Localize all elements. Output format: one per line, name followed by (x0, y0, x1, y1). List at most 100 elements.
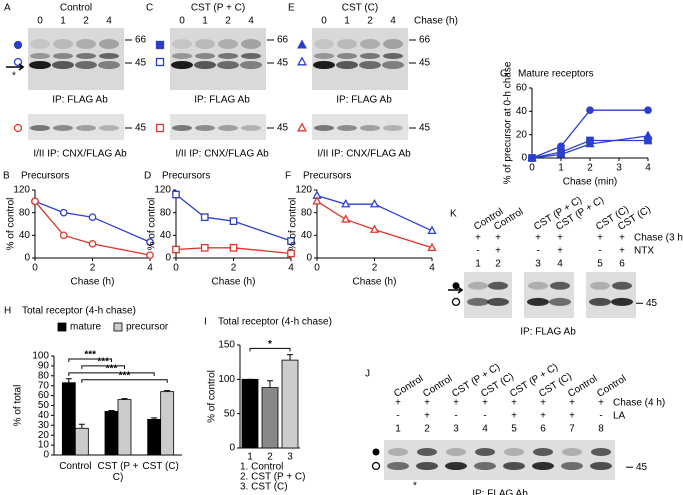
marker-triangle (297, 56, 307, 66)
sign: + (569, 398, 575, 409)
sign: + (395, 398, 401, 409)
panel-letter: H (4, 306, 11, 317)
key-item: 3. CST (C) (240, 482, 288, 493)
blot-band (590, 462, 612, 470)
blot-band (527, 297, 549, 306)
blot-band (590, 281, 610, 290)
marker-triangle (312, 196, 322, 205)
sign: + (495, 233, 501, 244)
blot-band (30, 125, 50, 131)
key-item: 2. CST (P + C) (240, 472, 305, 483)
panel-letter: G (500, 69, 508, 80)
significance-bracket (249, 347, 291, 352)
y-tick-label: 80 (38, 370, 50, 381)
blot-band (240, 61, 262, 69)
y-tick-label: 120 (295, 185, 312, 196)
lane-label: 2 (367, 16, 373, 27)
lane-number: 3 (453, 424, 459, 435)
error-bar (287, 354, 293, 361)
x-tick-label: 0 (314, 263, 320, 274)
blot-band (53, 53, 73, 59)
lane-label: 2 (83, 16, 89, 27)
marker-circle (13, 40, 23, 50)
legend-swatch (113, 322, 123, 332)
blot-band (549, 297, 571, 306)
blot-band (383, 125, 403, 131)
chart-title: Precursors (162, 171, 210, 182)
legend-label: mature (70, 322, 102, 333)
blot-band (416, 462, 438, 470)
sign: + (597, 233, 603, 244)
mw-marker: 45 (636, 462, 648, 473)
marker-square (229, 217, 238, 226)
error-bar (78, 423, 85, 429)
blot-band (195, 125, 215, 131)
sign: + (482, 398, 488, 409)
marker-triangle (556, 149, 566, 158)
marker-triangle (527, 152, 537, 162)
significance-label: * (268, 339, 272, 350)
marker-square (200, 213, 209, 222)
significance-bracket (81, 365, 125, 369)
blot-band (172, 39, 192, 49)
lane-number: 4 (557, 259, 563, 270)
mw-marker: 45 (135, 58, 147, 69)
marker-triangle (341, 214, 351, 223)
blot-band (387, 462, 409, 470)
lane-number: 5 (597, 259, 603, 270)
x-tick-label: 4 (288, 263, 294, 274)
y-tick-label: 60 (516, 83, 528, 94)
mw-marker: 45 (135, 123, 147, 134)
blot-band (359, 61, 381, 69)
x-tick-label: 2 (587, 163, 593, 174)
x-tick-label: 4 (645, 163, 651, 174)
blot-band (360, 125, 380, 131)
series-line (531, 135, 649, 159)
blot-band (533, 448, 553, 456)
blot-band (314, 39, 334, 49)
row-label: NTX (634, 246, 654, 257)
lane-label: 1 (60, 16, 66, 27)
sign: + (598, 398, 604, 409)
marker-circle (88, 213, 97, 222)
mw-marker: 66 (277, 35, 289, 46)
blot-band (550, 281, 570, 290)
blot-band (76, 125, 96, 131)
blot-band (474, 462, 496, 470)
sign: - (396, 411, 399, 422)
blot-caption: IP: FLAG Ab (336, 95, 392, 106)
y-tick-label: 40 (38, 410, 50, 421)
blot-band (360, 53, 380, 59)
blot-band (528, 281, 548, 290)
arrow (448, 286, 464, 294)
series-line (175, 247, 292, 255)
lane-label: Control (595, 373, 628, 399)
y-tick-label: 0 (24, 253, 30, 264)
panel-letter: F (285, 171, 291, 182)
x-tick-label: 1 (247, 452, 253, 463)
lane-label: 0 (321, 16, 327, 27)
blot-caption: I/II IP: CNX/FLAG Ab (33, 149, 127, 160)
marker-circle (146, 251, 154, 260)
key-item: 1. Control (240, 462, 283, 473)
marker-circle (586, 106, 594, 115)
sign: + (557, 233, 563, 244)
sign: + (511, 398, 517, 409)
sign: - (598, 246, 601, 257)
x-tick-label: 0 (529, 163, 535, 174)
asterisk: * (413, 481, 417, 492)
lane-label: 2 (225, 16, 231, 27)
error-bar (164, 390, 171, 392)
chase-label: Chase (h) (414, 16, 458, 27)
sign: + (569, 411, 575, 422)
sign: + (475, 233, 481, 244)
blot-caption: I/II IP: CNX/FLAG Ab (317, 149, 411, 160)
y-tick-label: 120 (154, 185, 171, 196)
blot-band (99, 39, 119, 49)
blot-band (76, 39, 96, 49)
blot-band (314, 125, 334, 131)
lane-label: Control (421, 373, 454, 399)
marker-triangle (369, 198, 380, 208)
blot-band (217, 61, 239, 69)
blot-band (417, 448, 437, 456)
